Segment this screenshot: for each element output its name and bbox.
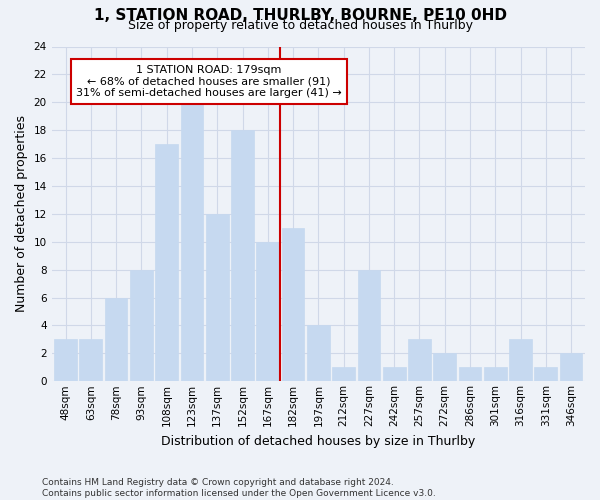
Y-axis label: Number of detached properties: Number of detached properties — [15, 116, 28, 312]
Bar — [155, 144, 178, 382]
Bar — [281, 228, 304, 382]
Bar — [181, 102, 203, 382]
Bar — [408, 340, 431, 382]
Bar — [130, 270, 153, 382]
Bar — [332, 368, 355, 382]
Bar — [206, 214, 229, 382]
Bar — [54, 340, 77, 382]
Bar — [383, 368, 406, 382]
Bar — [358, 270, 380, 382]
Bar — [105, 298, 127, 382]
Bar — [256, 242, 279, 382]
Bar — [535, 368, 557, 382]
Bar — [307, 326, 330, 382]
Bar — [458, 368, 481, 382]
X-axis label: Distribution of detached houses by size in Thurlby: Distribution of detached houses by size … — [161, 434, 475, 448]
Text: 1 STATION ROAD: 179sqm
← 68% of detached houses are smaller (91)
31% of semi-det: 1 STATION ROAD: 179sqm ← 68% of detached… — [76, 65, 342, 98]
Bar — [560, 354, 583, 382]
Bar — [433, 354, 456, 382]
Text: 1, STATION ROAD, THURLBY, BOURNE, PE10 0HD: 1, STATION ROAD, THURLBY, BOURNE, PE10 0… — [94, 8, 506, 22]
Bar — [79, 340, 102, 382]
Text: Contains HM Land Registry data © Crown copyright and database right 2024.
Contai: Contains HM Land Registry data © Crown c… — [42, 478, 436, 498]
Bar — [231, 130, 254, 382]
Bar — [484, 368, 506, 382]
Bar — [509, 340, 532, 382]
Text: Size of property relative to detached houses in Thurlby: Size of property relative to detached ho… — [128, 19, 473, 32]
